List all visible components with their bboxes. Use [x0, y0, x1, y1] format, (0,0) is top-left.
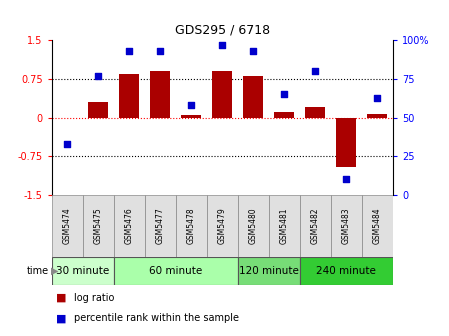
- Point: [219, 42, 226, 48]
- Point: [64, 141, 71, 146]
- Text: 120 minute: 120 minute: [239, 266, 299, 276]
- Bar: [243, 76, 264, 118]
- Bar: [305, 107, 326, 118]
- Text: GDS295 / 6718: GDS295 / 6718: [175, 24, 270, 37]
- Point: [312, 69, 319, 74]
- Bar: [145, 195, 176, 257]
- Text: 240 minute: 240 minute: [317, 266, 376, 276]
- Text: GSM5475: GSM5475: [94, 208, 103, 244]
- Bar: [181, 115, 201, 118]
- Text: GSM5484: GSM5484: [373, 208, 382, 244]
- Text: 60 minute: 60 minute: [149, 266, 202, 276]
- Text: GSM5479: GSM5479: [218, 208, 227, 244]
- Bar: [119, 74, 139, 118]
- Bar: [300, 257, 393, 285]
- Text: GSM5474: GSM5474: [63, 208, 72, 244]
- Bar: [331, 195, 362, 257]
- Text: GSM5481: GSM5481: [280, 208, 289, 244]
- Point: [374, 95, 381, 100]
- Text: GSM5478: GSM5478: [187, 208, 196, 244]
- Bar: [83, 195, 114, 257]
- Bar: [367, 114, 387, 118]
- Point: [157, 48, 164, 54]
- Text: GSM5480: GSM5480: [249, 208, 258, 244]
- Point: [250, 48, 257, 54]
- Text: time: time: [27, 266, 49, 276]
- Point: [95, 73, 102, 79]
- Bar: [274, 113, 295, 118]
- Text: ■: ■: [56, 293, 66, 303]
- Bar: [52, 257, 114, 285]
- Bar: [114, 257, 238, 285]
- Bar: [176, 195, 207, 257]
- Bar: [300, 195, 331, 257]
- Bar: [238, 257, 300, 285]
- Point: [343, 177, 350, 182]
- Bar: [150, 71, 170, 118]
- Text: GSM5482: GSM5482: [311, 208, 320, 244]
- Bar: [238, 195, 269, 257]
- Text: ■: ■: [56, 313, 66, 323]
- Bar: [114, 195, 145, 257]
- Bar: [52, 195, 83, 257]
- Text: GSM5483: GSM5483: [342, 208, 351, 244]
- Text: log ratio: log ratio: [74, 293, 114, 303]
- Text: 30 minute: 30 minute: [56, 266, 109, 276]
- Point: [126, 48, 133, 54]
- Bar: [336, 118, 357, 167]
- Bar: [212, 71, 232, 118]
- Text: percentile rank within the sample: percentile rank within the sample: [74, 313, 239, 323]
- Text: ▶: ▶: [51, 266, 59, 276]
- Bar: [88, 102, 108, 118]
- Text: GSM5477: GSM5477: [156, 208, 165, 244]
- Text: GSM5476: GSM5476: [125, 208, 134, 244]
- Point: [281, 92, 288, 97]
- Point: [188, 102, 195, 108]
- Bar: [269, 195, 300, 257]
- Bar: [362, 195, 393, 257]
- Bar: [207, 195, 238, 257]
